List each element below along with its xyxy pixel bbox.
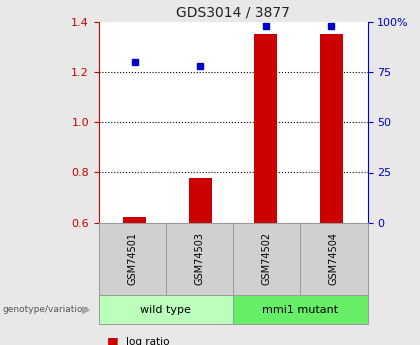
Title: GDS3014 / 3877: GDS3014 / 3877 [176,6,290,20]
Text: genotype/variation: genotype/variation [2,305,88,314]
Bar [123,217,146,223]
Text: GSM74502: GSM74502 [262,232,272,285]
Text: GSM74503: GSM74503 [194,232,205,285]
Text: wild type: wild type [140,305,192,315]
Text: GSM74501: GSM74501 [127,232,137,285]
Text: mmi1 mutant: mmi1 mutant [262,305,339,315]
Text: GSM74504: GSM74504 [329,232,339,285]
Text: ■: ■ [107,335,119,345]
Text: log ratio: log ratio [126,337,170,345]
Bar [255,34,277,223]
Bar [320,34,343,223]
Bar [189,177,212,223]
Text: ▶: ▶ [82,305,90,315]
